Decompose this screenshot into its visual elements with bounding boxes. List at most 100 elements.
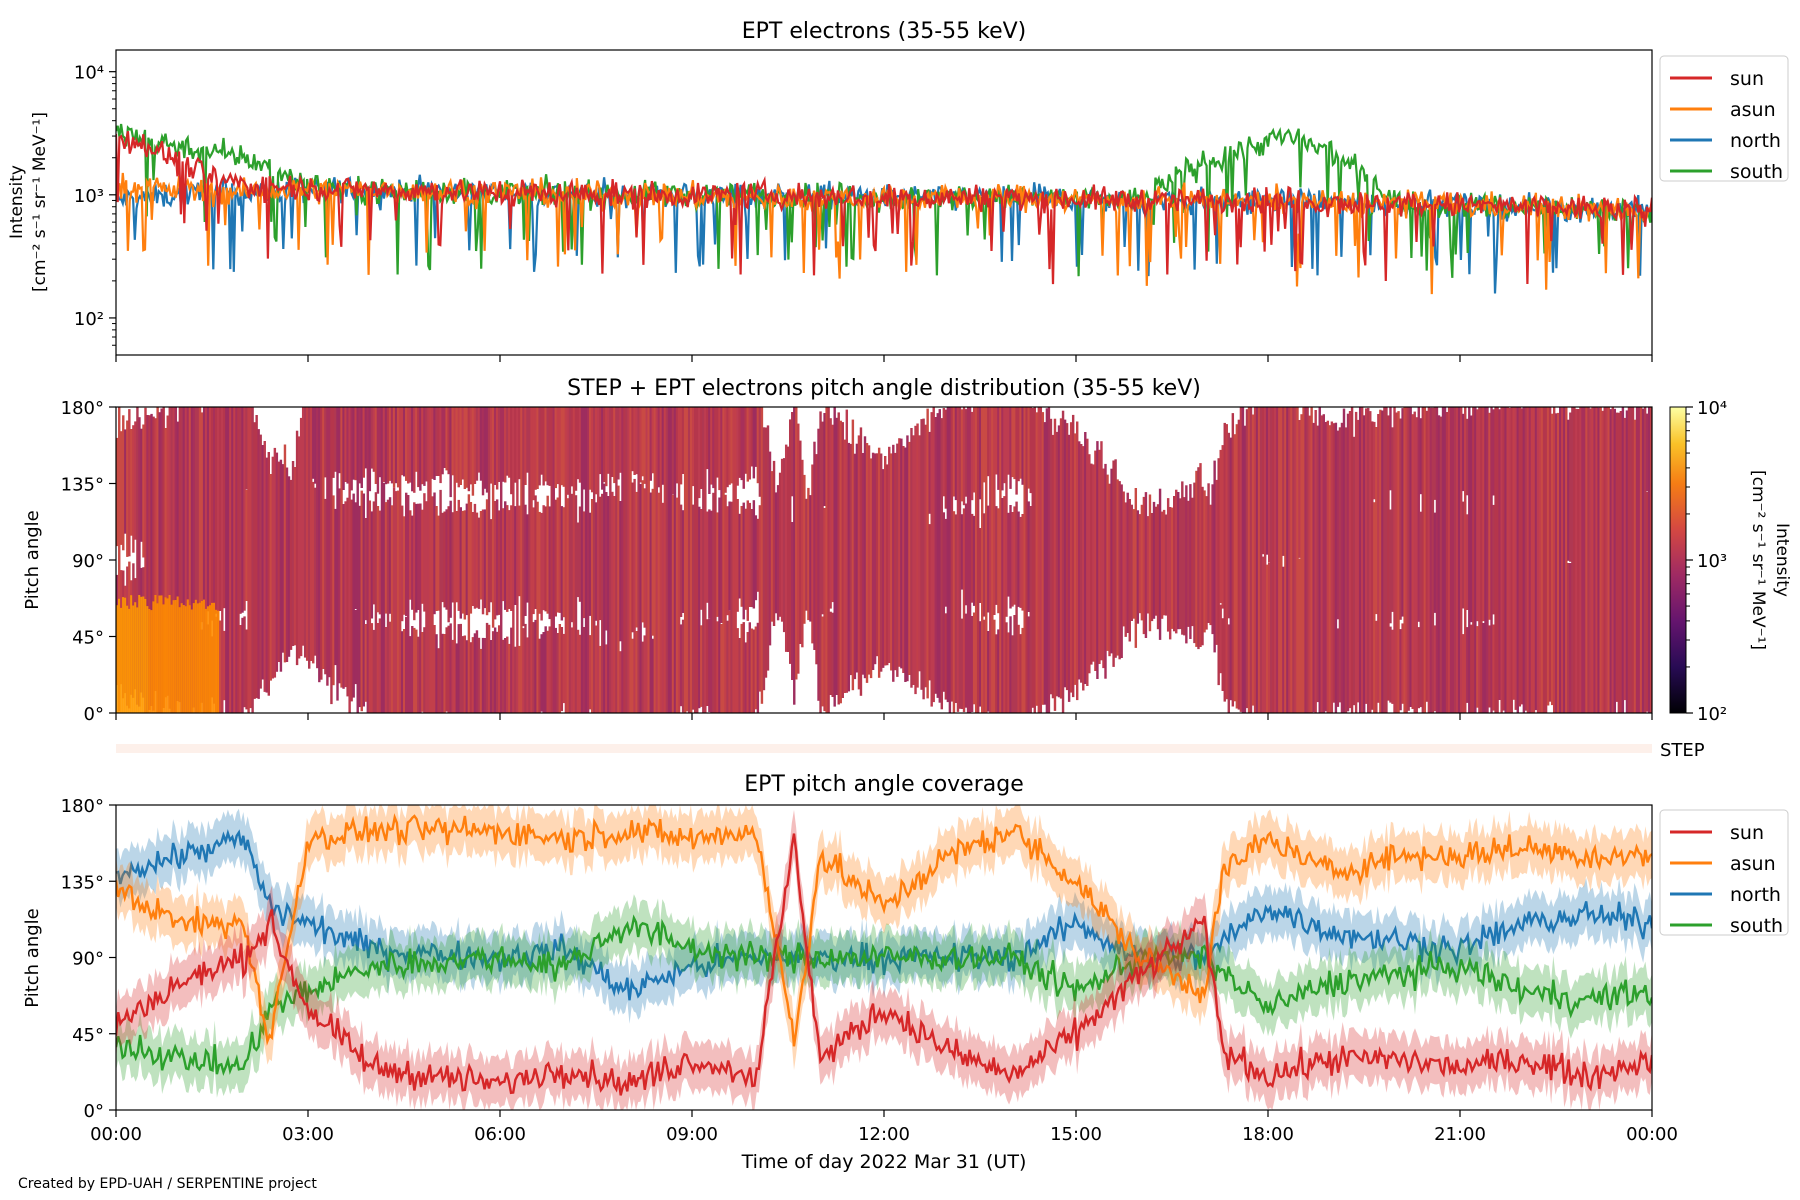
heatmap-cell bbox=[445, 627, 448, 712]
heatmap-cell bbox=[1631, 407, 1635, 713]
heatmap-cell bbox=[271, 456, 275, 679]
heatmap-cell-high bbox=[148, 609, 151, 713]
heatmap-cell bbox=[647, 407, 650, 713]
heatmap-cell bbox=[1013, 407, 1016, 480]
heatmap-cell bbox=[1098, 449, 1101, 664]
heatmap-cell bbox=[738, 407, 741, 478]
xtick-label: 12:00 bbox=[858, 1124, 910, 1145]
heatmap-cell bbox=[1142, 496, 1146, 635]
heatmap-cell bbox=[524, 407, 527, 485]
heatmap-cell bbox=[467, 407, 471, 492]
heatmap-cell bbox=[1219, 604, 1222, 674]
heatmap-cell bbox=[441, 633, 444, 713]
heatmap-cell bbox=[1298, 558, 1301, 713]
heatmap-cell bbox=[289, 479, 293, 650]
heatmap-cell bbox=[1251, 414, 1255, 706]
heatmap-cell bbox=[736, 407, 739, 486]
heatmap-cell bbox=[1304, 407, 1307, 713]
heatmap-cell bbox=[172, 407, 176, 713]
heatmap-cell bbox=[958, 407, 962, 709]
heatmap-cell bbox=[540, 634, 543, 712]
heatmap-cell bbox=[362, 407, 365, 478]
heatmap-cell-high bbox=[150, 610, 153, 713]
heatmap-cell bbox=[423, 493, 426, 612]
heatmap-cell bbox=[441, 512, 444, 603]
heatmap-cell bbox=[1069, 422, 1073, 693]
heatmap-cell bbox=[334, 508, 337, 666]
heatmap-cell bbox=[316, 407, 319, 669]
heatmap-cell bbox=[291, 461, 295, 646]
heatmap-cell bbox=[540, 407, 543, 475]
heatmap-cell bbox=[1235, 424, 1239, 709]
heatmap-cell bbox=[411, 515, 414, 610]
heatmap-cell bbox=[1587, 407, 1590, 713]
heatmap-cell bbox=[247, 407, 250, 713]
heatmap-cell bbox=[217, 407, 220, 713]
heatmap-cell bbox=[1419, 511, 1422, 708]
heatmap-cell bbox=[679, 624, 683, 707]
heatmap-cell bbox=[364, 518, 368, 621]
heatmap-cell bbox=[154, 418, 157, 691]
heatmap-cell bbox=[1249, 407, 1253, 713]
heatmap-cell bbox=[1605, 407, 1608, 713]
heatmap-cell bbox=[1019, 516, 1022, 608]
heatmap-cell bbox=[299, 417, 303, 657]
heatmap-cell bbox=[1389, 626, 1392, 703]
heatmap-cell bbox=[1318, 407, 1321, 713]
heatmap-cell bbox=[641, 407, 644, 477]
heatmap-cell bbox=[130, 429, 133, 536]
heatmap-cell bbox=[1017, 511, 1020, 607]
heatmap-cell bbox=[1106, 474, 1109, 651]
heatmap-cell bbox=[1488, 625, 1491, 708]
heatmap-cell bbox=[477, 517, 481, 609]
heatmap-cell bbox=[1476, 626, 1479, 708]
panel1-ylabel-line2: [cm⁻² s⁻¹ sr⁻¹ MeV⁻¹] bbox=[30, 112, 50, 292]
heatmap-cell bbox=[601, 493, 604, 713]
heatmap-cell bbox=[839, 420, 842, 704]
heatmap-cell bbox=[518, 505, 521, 597]
heatmap-cell bbox=[447, 506, 450, 623]
heatmap-cell bbox=[411, 626, 414, 713]
heatmap-cell bbox=[239, 407, 242, 614]
heatmap-cell bbox=[1385, 407, 1388, 713]
heatmap-cell bbox=[346, 497, 349, 697]
heatmap-cell bbox=[314, 487, 317, 656]
heatmap-cell bbox=[489, 519, 493, 603]
heatmap-cell bbox=[396, 490, 400, 713]
heatmap-cell bbox=[1544, 407, 1548, 713]
heatmap-cell bbox=[1518, 407, 1522, 707]
heatmap-cell bbox=[1065, 423, 1069, 691]
heatmap-cell bbox=[601, 407, 604, 490]
heatmap-cell bbox=[641, 641, 644, 713]
heatmap-cell bbox=[752, 500, 756, 609]
heatmap-cell bbox=[546, 407, 549, 486]
heatmap-cell bbox=[1413, 411, 1416, 713]
heatmap-cell bbox=[1039, 407, 1043, 713]
heatmap-cell bbox=[675, 407, 679, 484]
heatmap-cell bbox=[1223, 422, 1226, 702]
legend-label-sun: sun bbox=[1730, 822, 1764, 844]
heatmap-cell-high bbox=[217, 610, 220, 713]
heatmap-cell bbox=[801, 459, 804, 648]
heatmap-cell bbox=[1451, 407, 1455, 713]
heatmap-cell bbox=[435, 407, 438, 476]
heatmap-cell bbox=[607, 496, 610, 713]
heatmap-cell bbox=[461, 407, 465, 480]
heatmap-cell bbox=[1288, 407, 1291, 713]
heatmap-cell-high bbox=[182, 605, 186, 713]
heatmap-cell bbox=[320, 407, 323, 680]
heatmap-cell bbox=[1573, 407, 1576, 713]
heatmap-cell bbox=[663, 407, 667, 713]
heatmap-cell-high bbox=[168, 595, 171, 713]
heatmap-cell bbox=[944, 518, 948, 607]
heatmap-cell bbox=[402, 516, 406, 615]
x-axis-label: Time of day 2022 Mar 31 (UT) bbox=[741, 1151, 1027, 1173]
heatmap-cell bbox=[1302, 407, 1305, 713]
heatmap-cell bbox=[512, 407, 515, 713]
heatmap-cell bbox=[538, 638, 541, 713]
heatmap-cell bbox=[182, 407, 186, 713]
heatmap-cell bbox=[550, 407, 553, 713]
heatmap-cell bbox=[740, 407, 743, 481]
heatmap-cell bbox=[700, 625, 703, 707]
heatmap-cell-high bbox=[120, 607, 123, 713]
